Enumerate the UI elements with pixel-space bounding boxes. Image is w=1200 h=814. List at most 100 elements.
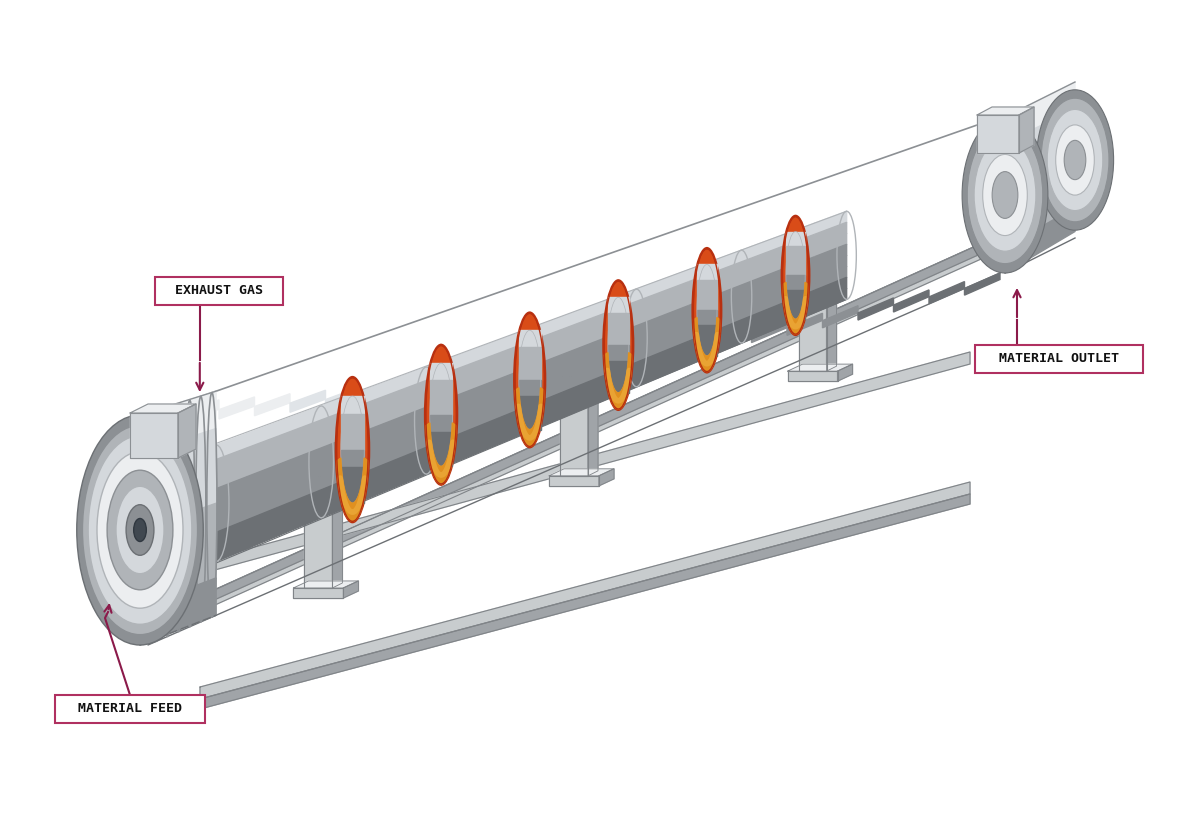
Polygon shape <box>341 485 365 503</box>
Polygon shape <box>140 503 216 568</box>
Polygon shape <box>608 377 629 393</box>
Polygon shape <box>290 390 325 412</box>
Polygon shape <box>500 379 532 405</box>
Polygon shape <box>560 376 588 476</box>
Polygon shape <box>532 317 563 341</box>
Polygon shape <box>697 310 716 326</box>
Polygon shape <box>342 469 373 495</box>
Polygon shape <box>784 279 815 303</box>
Polygon shape <box>406 417 437 442</box>
Polygon shape <box>148 403 184 425</box>
Polygon shape <box>720 304 752 328</box>
Polygon shape <box>658 269 689 294</box>
Polygon shape <box>626 282 658 305</box>
Polygon shape <box>594 366 626 392</box>
Polygon shape <box>342 400 373 426</box>
Polygon shape <box>430 432 452 449</box>
Polygon shape <box>752 269 784 292</box>
Polygon shape <box>550 476 599 486</box>
Polygon shape <box>500 328 532 352</box>
Polygon shape <box>500 341 532 365</box>
Polygon shape <box>280 466 311 492</box>
Polygon shape <box>689 293 720 317</box>
Polygon shape <box>532 367 563 392</box>
Polygon shape <box>216 433 247 460</box>
Polygon shape <box>563 304 594 329</box>
Polygon shape <box>689 305 720 329</box>
Polygon shape <box>929 282 965 304</box>
Polygon shape <box>563 342 594 367</box>
Polygon shape <box>716 327 751 349</box>
Polygon shape <box>608 313 629 329</box>
Ellipse shape <box>116 486 164 574</box>
Polygon shape <box>784 223 815 246</box>
Polygon shape <box>594 305 626 330</box>
Ellipse shape <box>1064 140 1086 180</box>
Polygon shape <box>518 380 541 396</box>
Polygon shape <box>361 383 396 405</box>
Polygon shape <box>468 431 500 457</box>
Polygon shape <box>406 403 437 429</box>
Polygon shape <box>858 298 894 320</box>
Polygon shape <box>697 326 716 341</box>
Polygon shape <box>341 467 365 485</box>
Polygon shape <box>784 234 815 257</box>
Polygon shape <box>184 400 220 422</box>
Polygon shape <box>608 345 629 361</box>
FancyBboxPatch shape <box>155 277 283 305</box>
Polygon shape <box>787 313 822 335</box>
Polygon shape <box>216 448 247 474</box>
Polygon shape <box>550 469 614 476</box>
Ellipse shape <box>602 279 635 411</box>
Polygon shape <box>430 363 452 380</box>
Polygon shape <box>720 258 752 282</box>
Polygon shape <box>200 352 970 574</box>
Polygon shape <box>500 405 532 431</box>
Polygon shape <box>786 246 805 260</box>
Polygon shape <box>293 588 343 598</box>
Polygon shape <box>396 379 432 400</box>
Polygon shape <box>280 494 311 521</box>
Polygon shape <box>786 231 805 246</box>
Polygon shape <box>658 305 689 330</box>
Polygon shape <box>468 369 503 391</box>
Polygon shape <box>518 363 541 380</box>
Polygon shape <box>752 303 784 327</box>
Polygon shape <box>293 581 359 588</box>
Ellipse shape <box>1037 90 1114 230</box>
Polygon shape <box>437 391 468 417</box>
Polygon shape <box>311 467 342 494</box>
Polygon shape <box>720 327 752 352</box>
Polygon shape <box>430 397 452 415</box>
Polygon shape <box>373 442 406 469</box>
Polygon shape <box>563 330 594 354</box>
Polygon shape <box>200 482 970 699</box>
Polygon shape <box>532 354 563 379</box>
Polygon shape <box>1019 107 1034 153</box>
Polygon shape <box>468 352 500 378</box>
Polygon shape <box>626 305 658 330</box>
FancyBboxPatch shape <box>974 345 1142 373</box>
Ellipse shape <box>962 117 1048 273</box>
Polygon shape <box>311 453 342 480</box>
Polygon shape <box>646 340 680 363</box>
Polygon shape <box>626 330 658 354</box>
Polygon shape <box>130 413 178 458</box>
Polygon shape <box>532 342 563 366</box>
Polygon shape <box>977 115 1019 153</box>
Ellipse shape <box>337 378 368 521</box>
Polygon shape <box>608 329 629 345</box>
Polygon shape <box>468 365 500 391</box>
Polygon shape <box>406 443 437 470</box>
Polygon shape <box>430 449 452 466</box>
Polygon shape <box>140 578 216 645</box>
Ellipse shape <box>126 505 154 555</box>
Polygon shape <box>280 480 311 507</box>
Polygon shape <box>626 365 658 391</box>
Polygon shape <box>751 321 787 343</box>
Polygon shape <box>786 275 805 290</box>
Ellipse shape <box>97 452 184 608</box>
Polygon shape <box>140 392 216 453</box>
Ellipse shape <box>335 376 371 523</box>
Polygon shape <box>563 392 594 418</box>
